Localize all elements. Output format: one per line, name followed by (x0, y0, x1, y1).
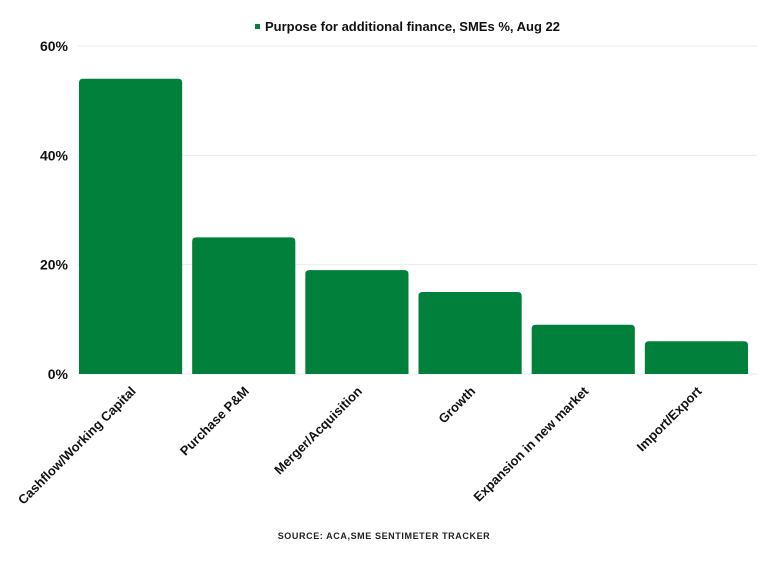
x-tick-label: Import/Export (634, 383, 705, 454)
bar (192, 237, 296, 374)
y-tick-label: 0% (48, 366, 69, 382)
x-tick-label: Merger/Acquisition (271, 383, 365, 477)
bar (644, 341, 748, 374)
x-tick-label: Purchase P&M (177, 384, 252, 459)
bars (79, 78, 748, 375)
bar (418, 292, 522, 374)
legend-swatch (255, 24, 260, 29)
source-note: SOURCE: ACA,SME SENTIMETER TRACKER (277, 531, 491, 541)
legend: Purpose for additional finance, SMEs %, … (255, 19, 560, 34)
gridlines (78, 45, 757, 375)
y-tick-label: 20% (40, 257, 69, 273)
y-tick-label: 40% (40, 147, 69, 163)
legend-label: Purpose for additional finance, SMEs %, … (265, 19, 560, 34)
x-tick-label: Cashflow/Working Capital (15, 384, 139, 508)
x-tick-label: Expansion in new market (470, 383, 591, 504)
y-tick-label: 60% (40, 38, 69, 54)
bar (305, 270, 409, 374)
bar (79, 78, 183, 375)
x-axis-labels: Cashflow/Working Capital Purchase P&M Merg… (15, 383, 705, 507)
bar (531, 324, 635, 374)
x-tick-label: Growth (435, 383, 478, 426)
y-axis-ticks: 0% 20% 40% 60% (40, 38, 69, 382)
